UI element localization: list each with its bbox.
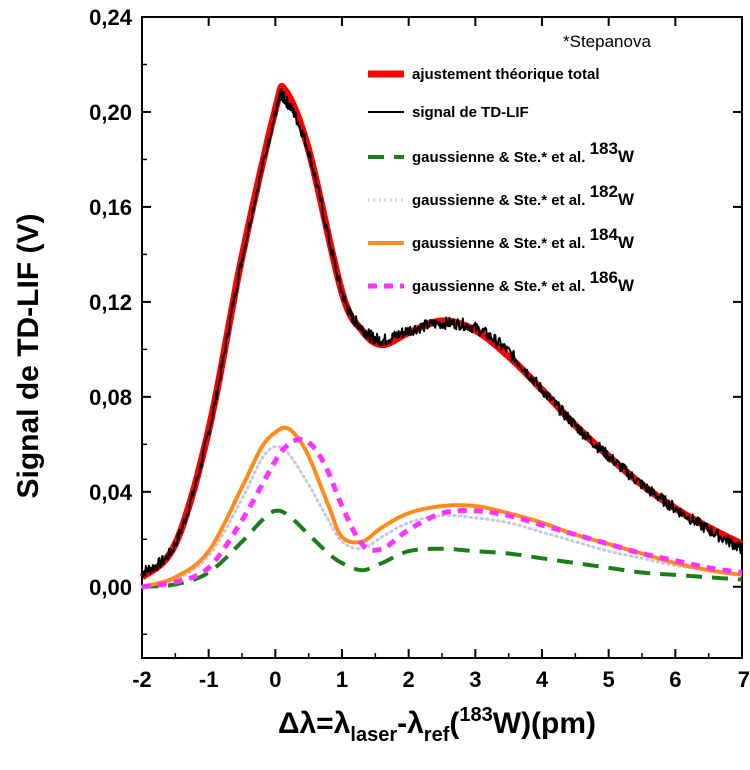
- legend-item-signal: signal de TD-LIF: [368, 104, 529, 121]
- y-tick-label: 0,12: [89, 290, 132, 315]
- y-tick-label: 0,08: [89, 385, 132, 410]
- x-axis: -2 -1 0 1 2 3 4 5 6 7: [132, 17, 750, 692]
- legend-label: signal de TD-LIF: [412, 104, 529, 121]
- x-tick-label: 0: [269, 667, 281, 692]
- series-w186-line: [141, 436, 743, 590]
- legend-label: ajustement théorique total: [412, 66, 600, 83]
- legend-label: gaussienne & Ste.* et al. 183W: [412, 139, 635, 166]
- y-tick-label: 0,24: [89, 5, 133, 30]
- x-tick-label: -1: [199, 667, 219, 692]
- y-tick-label: 0,16: [89, 195, 132, 220]
- y-axis-title: Signal de TD-LIF (V): [12, 214, 45, 499]
- x-tick-label: 5: [603, 667, 615, 692]
- y-axis: 0,00 0,04 0,08 0,12 0,16 0,20 0,24: [89, 5, 742, 636]
- x-tick-label: 3: [469, 667, 481, 692]
- x-tick-label: 2: [403, 667, 415, 692]
- series-w183-line: [141, 508, 743, 589]
- series-w184-line: [141, 425, 743, 589]
- legend-item-total: ajustement théorique total: [368, 66, 600, 83]
- y-tick-label: 0,20: [89, 100, 132, 125]
- x-tick-label: 7: [738, 667, 750, 692]
- x-tick-label: 1: [336, 667, 348, 692]
- series-signal-line: [141, 88, 743, 578]
- legend-item-w182: gaussienne & Ste.* et al. 182W: [368, 182, 635, 209]
- legend-label: gaussienne & Ste.* et al. 186W: [412, 268, 635, 295]
- series-layer: [139, 82, 744, 590]
- legend: ajustement théorique total signal de TD-L…: [368, 66, 635, 295]
- legend-label: gaussienne & Ste.* et al. 184W: [412, 225, 635, 252]
- series-w182-line: [140, 445, 744, 589]
- y-tick-label: 0,00: [89, 575, 132, 600]
- x-tick-label: 4: [536, 667, 549, 692]
- y-tick-label: 0,04: [89, 480, 133, 505]
- x-axis-title: Δλ=λlaser-λref(183W)(pm): [278, 704, 596, 746]
- legend-item-w184: gaussienne & Ste.* et al. 184W: [368, 225, 635, 252]
- chart-note: *Stepanova: [563, 32, 651, 51]
- x-tick-label: 6: [669, 667, 681, 692]
- legend-label: gaussienne & Ste.* et al. 182W: [412, 182, 635, 209]
- legend-item-w183: gaussienne & Ste.* et al. 183W: [368, 139, 635, 166]
- legend-item-w186: gaussienne & Ste.* et al. 186W: [368, 268, 635, 295]
- x-tick-label: -2: [132, 667, 152, 692]
